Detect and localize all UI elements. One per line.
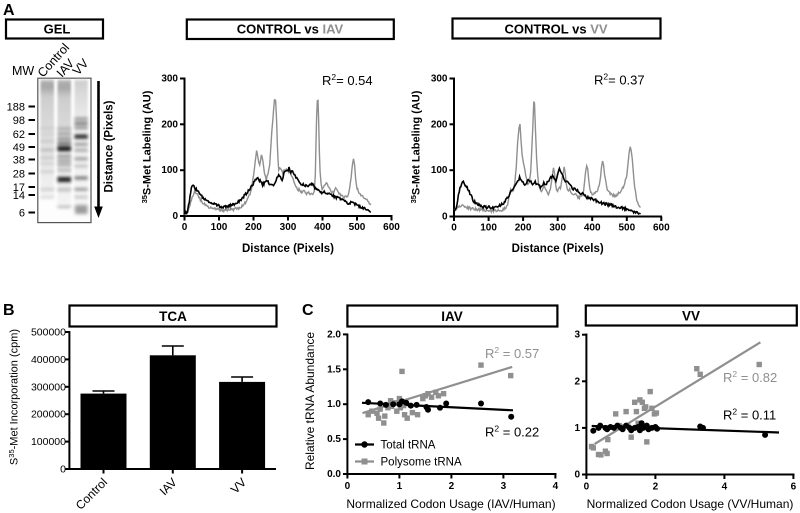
svg-text:300: 300	[431, 74, 448, 85]
svg-text:CONTROL vs IAV: CONTROL vs IAV	[237, 22, 344, 37]
svg-text:Normalized Codon Usage (IAV/Hu: Normalized Codon Usage (IAV/Human)	[346, 497, 555, 511]
svg-text:0: 0	[584, 482, 590, 493]
svg-text:1.0: 1.0	[327, 399, 341, 410]
svg-text:400: 400	[584, 223, 601, 234]
svg-text:28: 28	[13, 169, 25, 181]
svg-text:6: 6	[791, 482, 797, 493]
svg-text:98: 98	[13, 115, 25, 127]
svg-text:Total tRNA: Total tRNA	[381, 440, 436, 452]
svg-text:300: 300	[161, 74, 178, 85]
svg-text:0: 0	[60, 464, 66, 476]
svg-text:49: 49	[13, 142, 25, 154]
svg-text:IAV: IAV	[157, 475, 180, 498]
svg-text:0: 0	[574, 470, 580, 481]
svg-text:2.0: 2.0	[327, 329, 341, 340]
svg-text:TCA: TCA	[159, 309, 187, 324]
svg-text:500: 500	[349, 222, 366, 233]
svg-text:62: 62	[13, 129, 25, 141]
svg-text:400: 400	[314, 222, 331, 233]
svg-text:35S-Met Labeling (AU): 35S-Met Labeling (AU)	[409, 90, 423, 203]
svg-text:0: 0	[182, 222, 188, 233]
svg-text:4: 4	[722, 482, 728, 493]
svg-text:GEL: GEL	[44, 22, 71, 37]
svg-text:IAV: IAV	[441, 309, 463, 324]
svg-text:1: 1	[574, 423, 580, 434]
svg-text:0.5: 0.5	[327, 434, 341, 445]
svg-text:2: 2	[574, 376, 580, 387]
svg-text:R2= 0.37: R2= 0.37	[594, 72, 645, 88]
svg-text:MW: MW	[12, 64, 34, 78]
svg-text:100000: 100000	[31, 436, 66, 448]
svg-text:VV: VV	[70, 56, 92, 78]
svg-text:2: 2	[449, 481, 455, 492]
svg-text:200: 200	[431, 119, 448, 130]
svg-text:0: 0	[442, 212, 448, 223]
svg-text:38: 38	[13, 155, 25, 167]
svg-text:3: 3	[501, 481, 507, 492]
svg-text:C: C	[302, 302, 314, 319]
svg-text:300: 300	[280, 222, 297, 233]
svg-text:Relative tRNA Abundance: Relative tRNA Abundance	[303, 332, 317, 470]
svg-text:Distance (Pixels): Distance (Pixels)	[512, 243, 604, 255]
svg-text:2: 2	[653, 482, 659, 493]
svg-text:35S-Met Labeling (AU): 35S-Met Labeling (AU)	[140, 90, 154, 203]
svg-text:3: 3	[574, 330, 580, 341]
svg-text:14: 14	[13, 190, 25, 202]
svg-text:600: 600	[383, 222, 400, 233]
svg-text:0: 0	[172, 211, 178, 222]
svg-text:188: 188	[7, 102, 25, 114]
svg-text:100: 100	[211, 222, 228, 233]
svg-text:1: 1	[397, 481, 403, 492]
svg-text:Distance (Pixels): Distance (Pixels)	[242, 243, 334, 255]
svg-text:B: B	[3, 302, 15, 319]
svg-text:Normalized Codon Usage (VV/Hum: Normalized Codon Usage (VV/Human)	[587, 497, 794, 511]
svg-text:R2= 0.54: R2= 0.54	[322, 72, 373, 88]
svg-text:R2 = 0.11: R2 = 0.11	[723, 407, 776, 423]
svg-text:1.5: 1.5	[327, 364, 341, 375]
svg-text:Control: Control	[73, 475, 110, 512]
svg-text:CONTROL vs VV: CONTROL vs VV	[504, 22, 607, 37]
svg-text:4: 4	[553, 481, 559, 492]
svg-text:500: 500	[618, 223, 635, 234]
svg-text:200000: 200000	[31, 409, 66, 421]
svg-text:S35-Met Incorporation (cpm): S35-Met Incorporation (cpm)	[7, 329, 21, 465]
svg-text:VV: VV	[228, 475, 249, 496]
svg-text:R2 = 0.22: R2 = 0.22	[485, 424, 539, 440]
svg-text:600: 600	[653, 223, 670, 234]
svg-text:VV: VV	[682, 309, 700, 324]
svg-text:100: 100	[480, 223, 497, 234]
svg-text:0: 0	[345, 481, 351, 492]
svg-text:300: 300	[549, 223, 566, 234]
svg-text:200: 200	[161, 119, 178, 130]
svg-text:0.0: 0.0	[327, 469, 341, 480]
svg-text:Polysome tRNA: Polysome tRNA	[381, 457, 462, 469]
svg-text:500000: 500000	[31, 327, 66, 339]
svg-text:A: A	[3, 2, 15, 19]
svg-text:Distance (Pixels): Distance (Pixels)	[104, 100, 116, 192]
svg-text:300000: 300000	[31, 381, 66, 393]
svg-text:100: 100	[431, 165, 448, 176]
svg-text:400000: 400000	[31, 354, 66, 366]
svg-text:100: 100	[161, 165, 178, 176]
svg-text:17: 17	[13, 182, 25, 194]
svg-text:200: 200	[515, 223, 532, 234]
svg-text:0: 0	[451, 223, 457, 234]
svg-text:200: 200	[245, 222, 262, 233]
svg-text:R2 = 0.57: R2 = 0.57	[485, 345, 539, 361]
svg-text:6: 6	[19, 208, 25, 220]
svg-text:R2 = 0.82: R2 = 0.82	[723, 369, 777, 385]
